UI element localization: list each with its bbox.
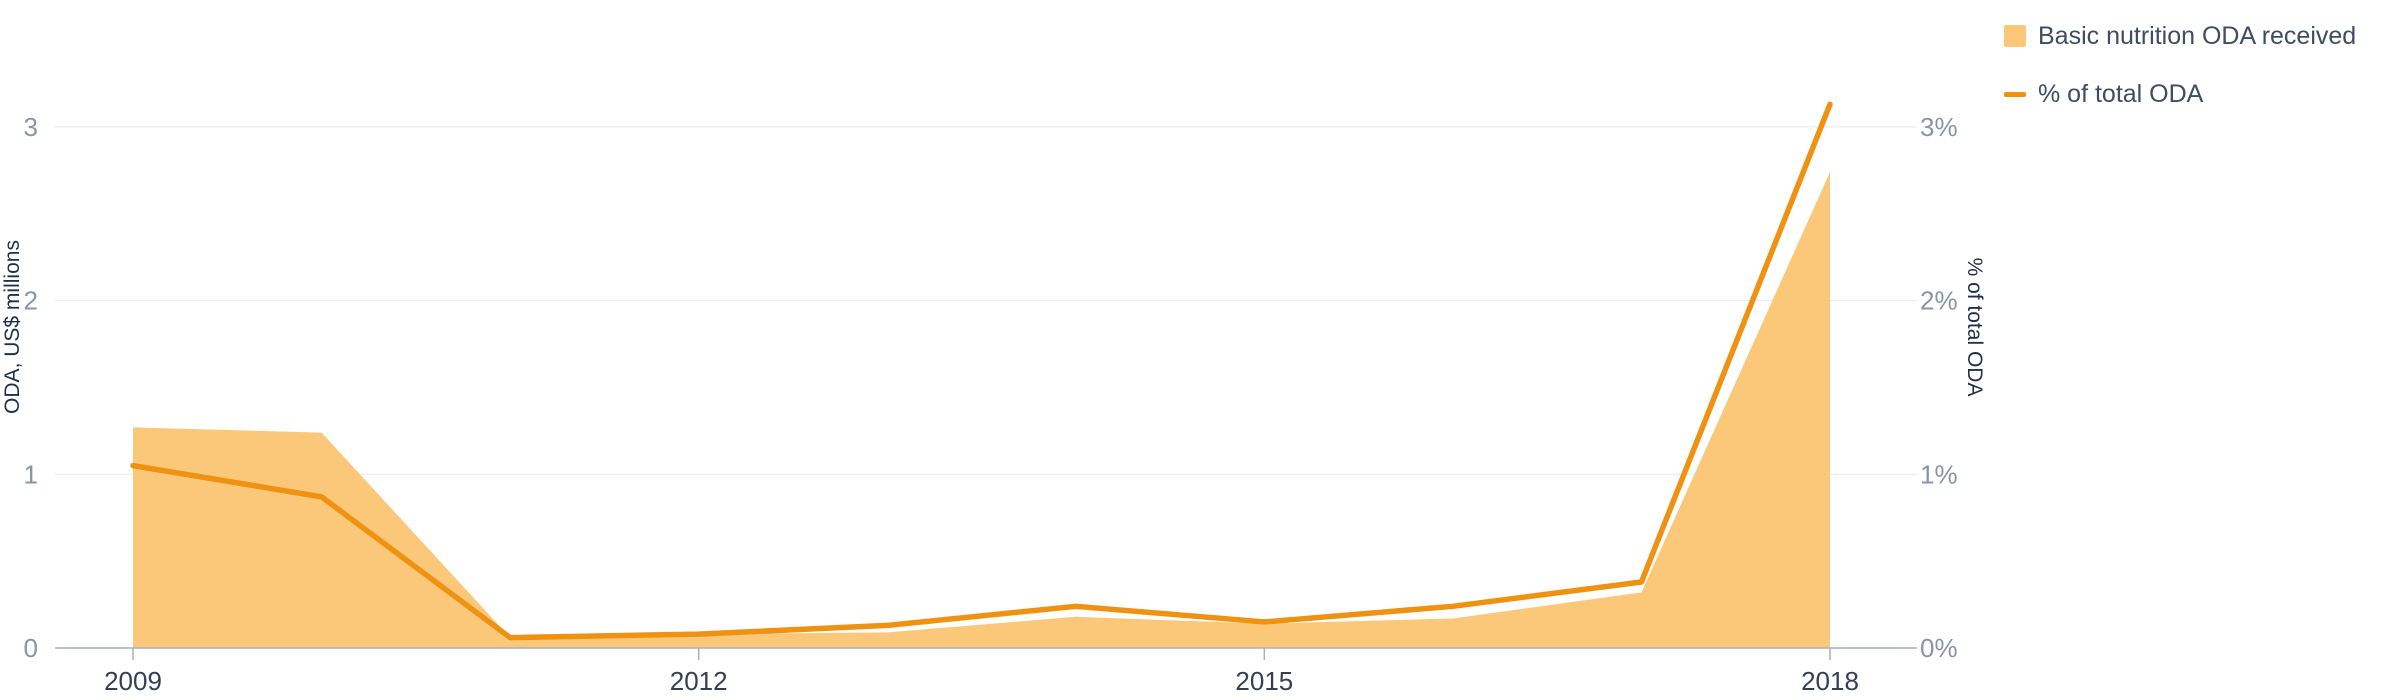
right-axis-ticks: 0% 1% 2% 3%	[1920, 112, 1958, 663]
x-tick-label: 2009	[104, 666, 162, 696]
area-series-layer	[133, 172, 1830, 648]
grid-lines	[55, 126, 1917, 475]
right-tick-label: 2%	[1920, 286, 1958, 316]
line-point[interactable]	[885, 623, 889, 627]
left-axis-ticks: 0 1 2 3	[24, 112, 38, 663]
left-tick-label: 1	[24, 459, 38, 489]
left-tick-label: 2	[24, 286, 38, 316]
line-point[interactable]	[1074, 604, 1078, 608]
line-point[interactable]	[131, 464, 135, 468]
legend-label-area: Basic nutrition ODA received	[2038, 21, 2357, 50]
left-axis-title: ODA, US$ millions	[1, 240, 24, 414]
right-tick-label: 0%	[1920, 633, 1958, 663]
legend-swatch-line	[2004, 91, 2026, 97]
left-tick-label: 0	[24, 633, 38, 663]
right-tick-label: 1%	[1920, 459, 1958, 489]
line-point[interactable]	[697, 632, 701, 636]
line-point[interactable]	[1451, 604, 1455, 608]
legend-item-line[interactable]: % of total ODA	[2004, 76, 2356, 112]
line-point[interactable]	[1262, 620, 1266, 624]
right-tick-label: 3%	[1920, 112, 1958, 142]
line-point[interactable]	[508, 636, 512, 640]
legend-label-line: % of total ODA	[2038, 79, 2204, 108]
x-tick-label: 2018	[1801, 666, 1859, 696]
x-axis-ticks: 2009 2012 2015 2018	[104, 648, 1859, 696]
legend-swatch-area	[2004, 25, 2026, 47]
area-series-basic-nutrition	[133, 172, 1830, 648]
legend-item-area[interactable]: Basic nutrition ODA received	[2004, 18, 2356, 54]
x-tick-label: 2015	[1235, 666, 1293, 696]
line-series-layer	[130, 101, 1833, 641]
line-point[interactable]	[1828, 102, 1832, 106]
line-point[interactable]	[1639, 580, 1643, 584]
line-series-pct-total-oda	[130, 101, 1833, 641]
line-point[interactable]	[320, 495, 324, 499]
left-tick-label: 3	[24, 112, 38, 142]
x-tick-label: 2012	[670, 666, 728, 696]
legend: Basic nutrition ODA received % of total …	[2004, 18, 2356, 134]
right-axis-title: % of total ODA	[1963, 258, 1986, 397]
